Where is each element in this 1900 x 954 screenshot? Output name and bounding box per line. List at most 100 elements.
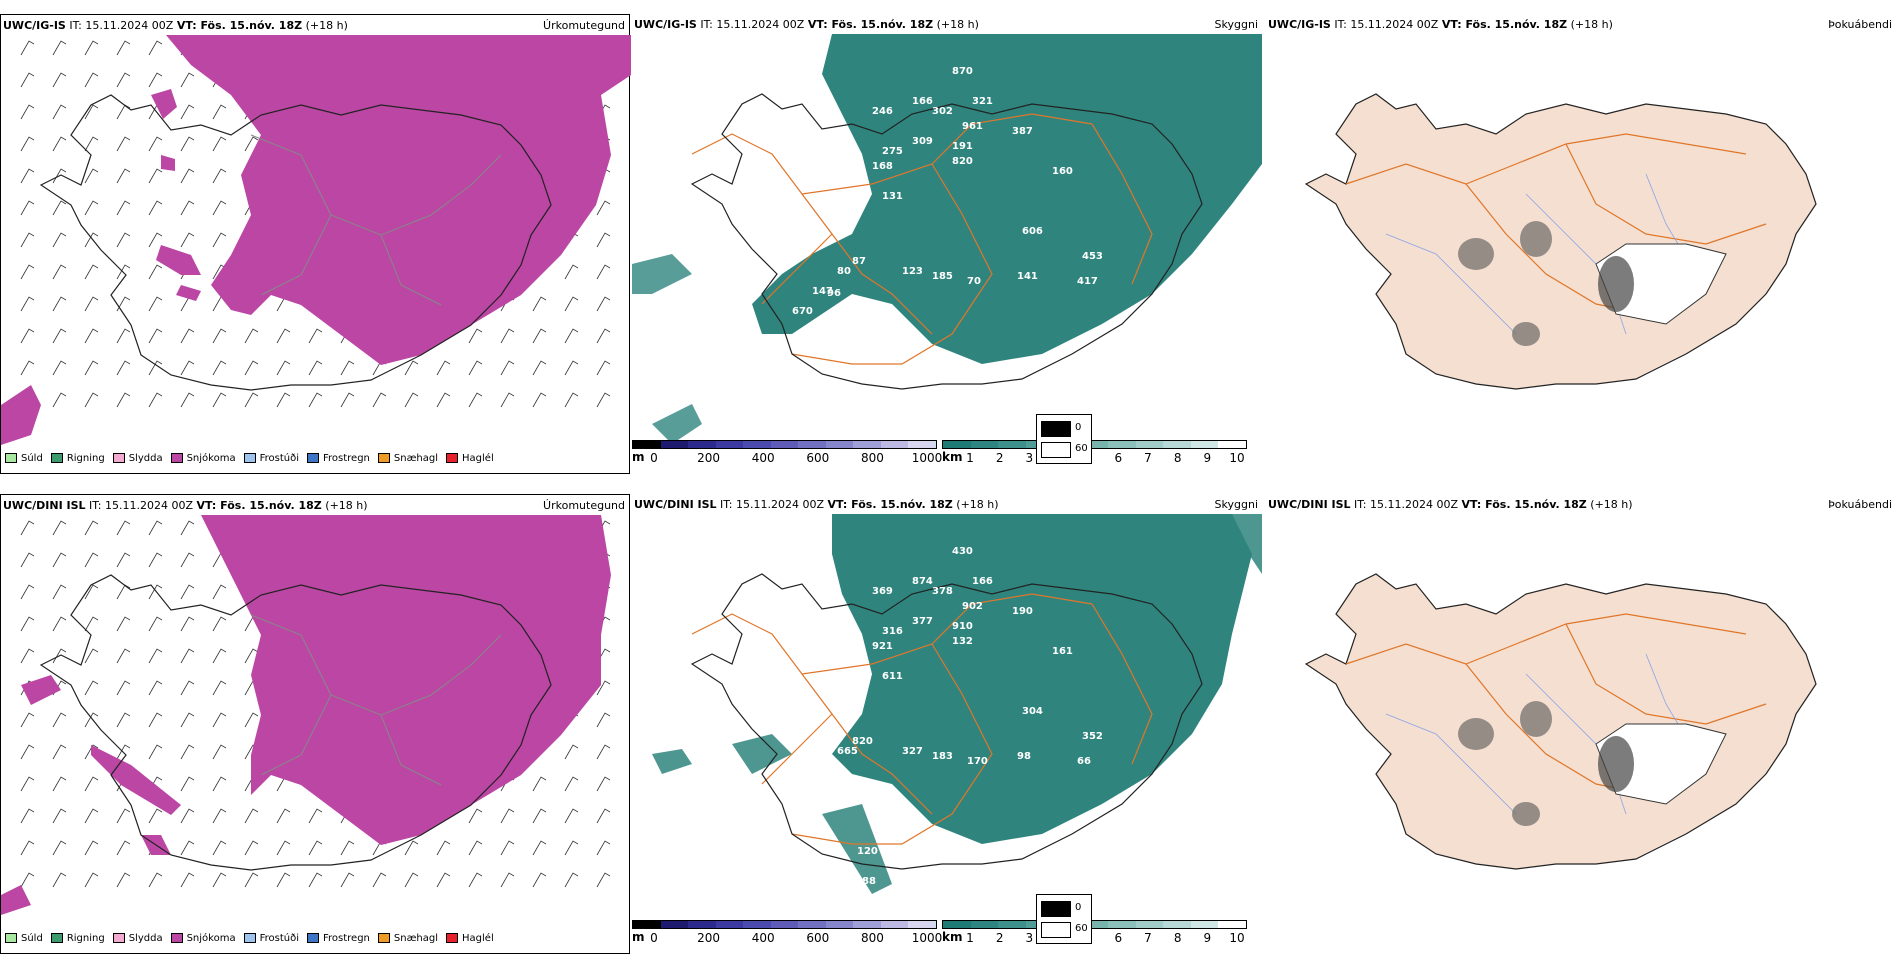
- wind-barb: [84, 360, 99, 376]
- wind-barb: [84, 200, 99, 216]
- snow-area: [166, 35, 631, 365]
- wind-barb: [148, 168, 163, 184]
- wind-barb: [468, 872, 483, 888]
- colorbar-cell: [998, 441, 1026, 448]
- wind-barb: [564, 744, 579, 760]
- height-label: 131: [882, 191, 903, 202]
- wind-barb: [84, 392, 99, 408]
- height-unit: m: [632, 930, 645, 944]
- wind-barb: [276, 808, 291, 824]
- panel-name: Úrkomutegund: [543, 19, 625, 32]
- wind-barb: [20, 616, 35, 632]
- height-label: 481: [792, 786, 813, 797]
- height-label: 165: [827, 768, 848, 779]
- legend-label: Snæhagl: [393, 932, 439, 944]
- fog-index-map: [1304, 93, 1817, 390]
- height-label: 161: [1052, 646, 1073, 657]
- wind-barb: [180, 616, 195, 632]
- wind-barb: [52, 776, 67, 792]
- wind-barb: [180, 392, 195, 408]
- legend-item: Slydda: [112, 933, 163, 944]
- wind-barb: [84, 744, 99, 760]
- height-unit: m: [632, 450, 645, 464]
- colorbar-tick: 200: [697, 931, 721, 945]
- fog-legend-high: 60: [1075, 923, 1088, 934]
- wind-barb: [500, 872, 515, 888]
- snow-area: [201, 515, 611, 845]
- colorbar-tick: 1000: [911, 931, 943, 945]
- wind-barb: [84, 520, 99, 536]
- wind-barb: [436, 392, 451, 408]
- wind-barb: [180, 520, 195, 536]
- height-label: 185: [932, 271, 953, 282]
- wind-barb: [596, 264, 611, 280]
- colorbar-cell: [943, 921, 971, 928]
- wind-barb: [180, 776, 195, 792]
- wind-barb: [596, 840, 611, 856]
- wind-barb: [436, 840, 451, 856]
- colorbar-cell: [633, 921, 661, 928]
- fog-legend-high-box: [1041, 922, 1071, 938]
- wind-barb: [564, 328, 579, 344]
- wind-barb: [404, 392, 419, 408]
- colorbar-cell: [1190, 441, 1219, 448]
- wind-barb: [84, 648, 99, 664]
- height-colorbar-ticks: 0 200 400 600 800 1000: [632, 929, 942, 945]
- panel-name: Þokuábendi: [1828, 498, 1892, 511]
- wind-barb: [52, 136, 67, 152]
- wind-barb: [404, 840, 419, 856]
- colorbar-tick: 1000: [911, 451, 943, 465]
- colorbar-cell: [770, 441, 799, 448]
- wind-barb: [148, 136, 163, 152]
- height-label: 309: [912, 136, 933, 147]
- wind-barb: [212, 392, 227, 408]
- colorbar-tick: 600: [806, 931, 830, 945]
- colorbar-cell: [743, 441, 771, 448]
- wind-barb: [52, 360, 67, 376]
- wind-barb: [52, 520, 67, 536]
- colorbar-cell: [825, 921, 854, 928]
- wind-barb: [52, 104, 67, 120]
- legend-swatch: [5, 453, 17, 463]
- wind-barb: [180, 808, 195, 824]
- legend-swatch: [446, 453, 459, 463]
- legend-label: Rigning: [66, 932, 105, 944]
- wind-barb: [20, 872, 35, 888]
- wind-barb: [52, 392, 67, 408]
- legend-label: Frostregn: [323, 452, 370, 464]
- wind-barb: [20, 264, 35, 280]
- height-label: 874: [912, 576, 933, 587]
- panel-title: UWC/DINI ISL IT: 15.11.2024 00Z VT: Fös.…: [1268, 498, 1633, 511]
- height-colorbar: 0 200 400 600 800 1000 m: [632, 440, 942, 470]
- panel-title: UWC/IG-IS IT: 15.11.2024 00Z VT: Fös. 15…: [634, 18, 979, 31]
- height-labels: 430 874 369 378 166 902 190 316 377 910 921 132 161 6…: [792, 546, 1103, 887]
- colorbar-cell: [1218, 441, 1247, 448]
- legend-item: Snjókoma: [170, 453, 236, 464]
- wind-barb: [148, 200, 163, 216]
- legend-item: Rigning: [50, 453, 105, 464]
- wind-barb: [116, 264, 131, 280]
- wind-barb: [212, 328, 227, 344]
- legend-label: Frostregn: [323, 932, 370, 944]
- wind-barb: [20, 200, 35, 216]
- wind-barb: [212, 840, 227, 856]
- height-label: 190: [1012, 606, 1033, 617]
- legend-label: Súld: [21, 932, 43, 944]
- wind-barb: [212, 744, 227, 760]
- wind-barb: [308, 840, 323, 856]
- wind-barb: [212, 712, 227, 728]
- colorbar-tick: 800: [860, 451, 884, 465]
- wind-barb: [436, 872, 451, 888]
- wind-barb: [84, 328, 99, 344]
- colorbar-tick: 2: [995, 451, 1004, 465]
- wind-barb: [148, 232, 163, 248]
- precip-type-map: [1, 35, 631, 445]
- wind-barb: [180, 648, 195, 664]
- visibility-colorbar: 12345678910 km: [942, 440, 1247, 470]
- wind-barb: [244, 136, 259, 152]
- fog-legend: 0 60: [1036, 894, 1092, 944]
- wind-barb: [180, 360, 195, 376]
- height-label: 417: [1077, 276, 1098, 287]
- height-label: 902: [962, 601, 983, 612]
